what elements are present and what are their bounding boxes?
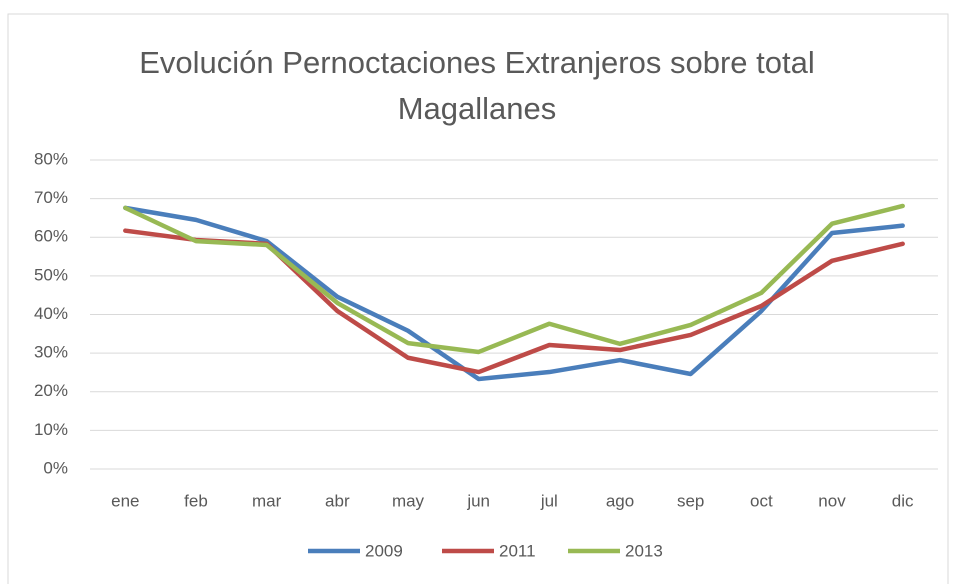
x-tick-label: jul: [540, 491, 558, 510]
y-tick-label: 30%: [34, 343, 68, 362]
y-tick-label: 50%: [34, 265, 68, 284]
series-line: [123, 228, 905, 375]
x-tick-label: jun: [466, 491, 490, 510]
chart-title: Evolución Pernoctaciones Extranjeros sob…: [139, 45, 815, 126]
legend-label: 2013: [625, 541, 663, 560]
x-tick-label: dic: [892, 491, 914, 510]
legend-label: 2009: [365, 541, 403, 560]
x-tick-label: abr: [325, 491, 350, 510]
x-tick-label: ene: [111, 491, 139, 510]
x-tick-label: feb: [184, 491, 208, 510]
x-tick-label: ago: [606, 491, 634, 510]
series-line: [123, 203, 905, 355]
x-tick-label: nov: [818, 491, 846, 510]
y-tick-label: 80%: [34, 149, 68, 168]
y-tick-label: 60%: [34, 227, 68, 246]
x-tick-label: sep: [677, 491, 704, 510]
y-tick-label: 40%: [34, 304, 68, 323]
y-tick-label: 70%: [34, 188, 68, 207]
x-tick-label: oct: [750, 491, 773, 510]
y-tick-label: 10%: [34, 420, 68, 439]
legend-label: 2011: [499, 541, 536, 560]
chart-frame: [7, 13, 949, 584]
y-tick-label: 0%: [43, 458, 68, 477]
x-tick-label: may: [392, 491, 425, 510]
y-tick-label: 20%: [34, 381, 68, 400]
x-tick-label: mar: [252, 491, 282, 510]
